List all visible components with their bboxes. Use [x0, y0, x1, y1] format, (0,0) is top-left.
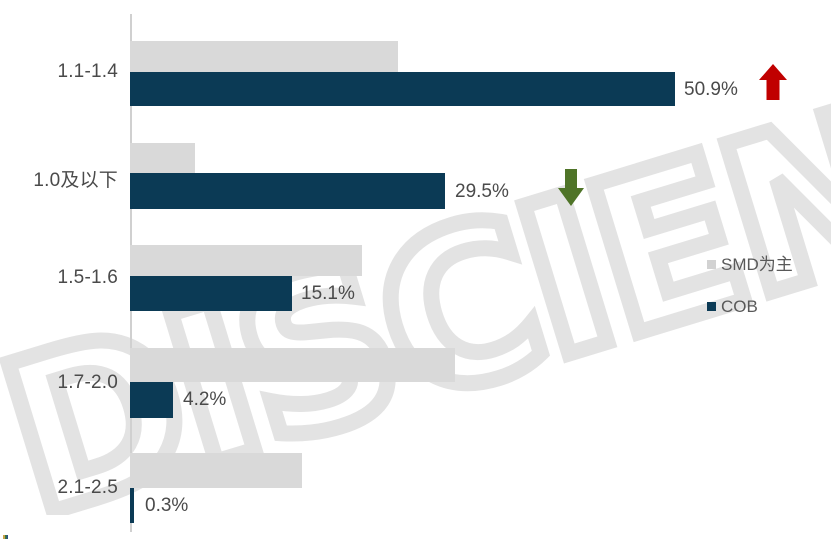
- axis-label-3: 1.5-1.6: [57, 267, 118, 288]
- value-label-cob-3: 15.1%: [301, 283, 355, 304]
- axis-label-4: 1.7-2.0: [57, 372, 118, 393]
- bar-cob-3: [130, 276, 292, 311]
- bar-cob-2: [130, 173, 445, 209]
- legend-swatch-smd-icon: [707, 260, 716, 269]
- legend-swatch-cob-icon: [707, 302, 716, 311]
- bar-cob-5: [130, 488, 134, 523]
- legend-item-smd[interactable]: SMD为主: [707, 256, 793, 273]
- bar-cob-1: [130, 72, 675, 106]
- legend-label-cob: COB: [721, 297, 758, 316]
- axis-label-5: 2.1-2.5: [57, 477, 118, 498]
- legend-label-smd: SMD为主: [721, 255, 793, 274]
- bar-cob-4: [130, 382, 173, 418]
- down-arrow-icon: [558, 169, 584, 206]
- corner-artifact: [3, 535, 8, 539]
- axis-label-1: 1.1-1.4: [57, 61, 118, 82]
- bar-smd-2: [130, 143, 195, 173]
- bar-smd-1: [130, 41, 398, 72]
- axis-label-2: 1.0及以下: [33, 170, 118, 191]
- bar-smd-4: [130, 348, 455, 382]
- bar-smd-3: [130, 245, 362, 276]
- value-label-cob-1: 50.9%: [684, 79, 738, 100]
- bar-smd-5: [130, 453, 302, 488]
- value-label-cob-5: 0.3%: [145, 495, 189, 516]
- value-label-cob-2: 29.5%: [455, 181, 509, 202]
- value-label-cob-4: 4.2%: [183, 389, 227, 410]
- legend-item-cob[interactable]: COB: [707, 298, 758, 315]
- up-arrow-icon: [759, 64, 787, 100]
